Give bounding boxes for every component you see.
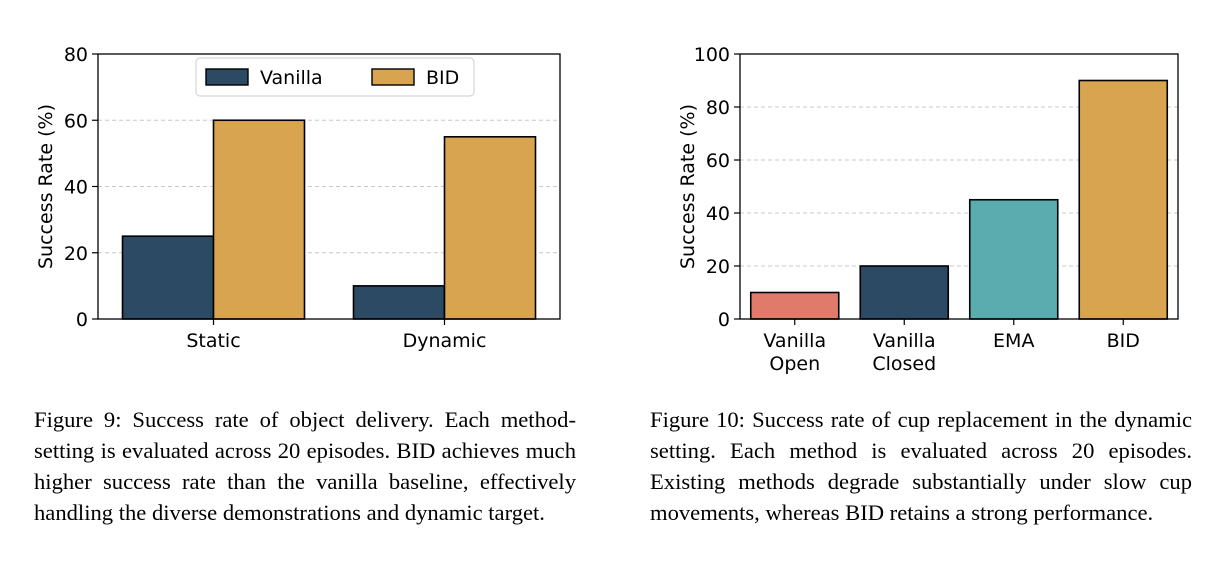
- figure-9: Static Dynamic 0 20 40 60 80 Success Rate (%) Va…: [0, 0, 600, 400]
- y-tick-label: 20: [706, 256, 730, 278]
- y-tick-label: 40: [706, 203, 730, 225]
- x-tick-label: Vanilla: [763, 330, 826, 352]
- bar-bid: [1078, 79, 1169, 320]
- y-tick-label: 40: [64, 177, 88, 199]
- y-tick-label: 0: [718, 309, 730, 331]
- y-axis-label: Success Rate (%): [35, 104, 57, 269]
- legend-label-vanilla: Vanilla: [260, 67, 323, 89]
- x-tick-label: Dynamic: [403, 330, 487, 352]
- legend: [195, 57, 475, 97]
- y-axis-label: Success Rate (%): [677, 104, 699, 269]
- y-tick-label: 80: [706, 97, 730, 119]
- x-tick-label: Static: [186, 330, 240, 352]
- bar-vanilla-dynamic: [352, 285, 446, 320]
- figure-9-chart: Static Dynamic 0 20 40 60 80 Success Rate (%) Va…: [35, 44, 561, 352]
- bar-bid-static: [212, 119, 306, 320]
- bar-vanilla-static: [121, 235, 215, 320]
- y-tick-label: 20: [64, 243, 88, 265]
- figure-10: Vanilla Open Vanilla Closed EMA BID 0 20 40 60 80 1…: [612, 0, 1226, 400]
- bar-vanilla-open: [749, 291, 840, 320]
- y-tick-label: 100: [694, 44, 730, 66]
- bar-ema: [968, 198, 1059, 320]
- y-tick-label: 0: [76, 309, 88, 331]
- y-tick-label: 60: [64, 110, 88, 132]
- x-tick-label: Open: [769, 353, 820, 375]
- x-tick-label: BID: [1107, 330, 1140, 352]
- x-tick-label: Closed: [872, 353, 936, 375]
- x-tick-label: EMA: [993, 330, 1034, 352]
- plot-frame: [739, 53, 1179, 320]
- bar-bid-dynamic: [443, 136, 537, 320]
- y-tick-label: 60: [706, 150, 730, 172]
- y-tick-label: 80: [64, 44, 88, 66]
- bar-vanilla-closed: [859, 265, 950, 320]
- legend-swatch-vanilla: [205, 68, 249, 86]
- x-tick-label: Vanilla: [873, 330, 936, 352]
- figure-10-caption: Figure 10: Success rate of cup replaceme…: [650, 407, 1192, 525]
- legend-label-bid: BID: [426, 67, 459, 89]
- figure-9-caption: Figure 9: Success rate of object deliver…: [34, 407, 576, 525]
- legend-swatch-bid: [371, 68, 415, 86]
